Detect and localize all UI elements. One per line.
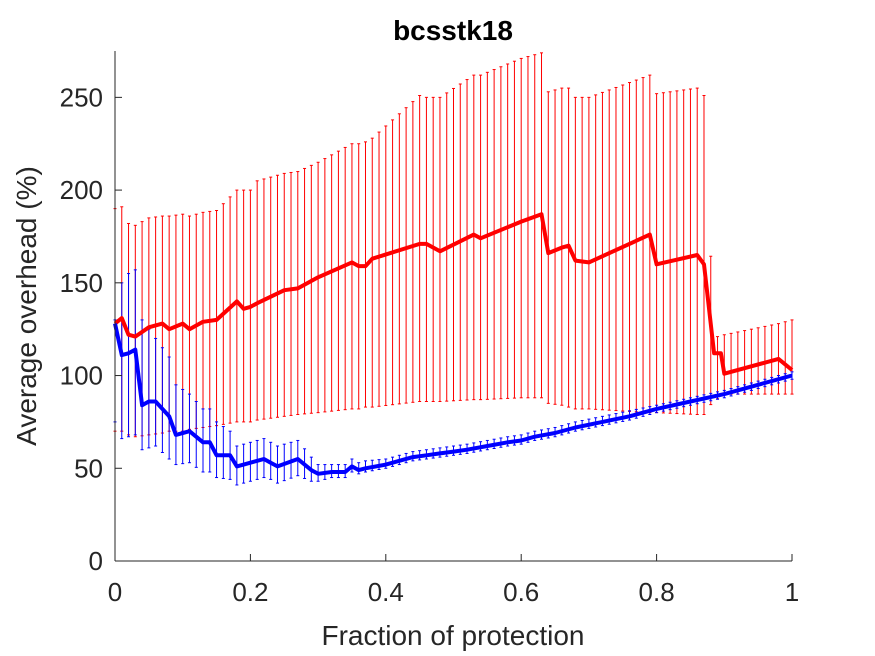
series-lines-layer bbox=[113, 212, 794, 476]
y-tick-label: 200 bbox=[60, 175, 103, 205]
x-tick-label: 0.2 bbox=[232, 577, 268, 607]
axes bbox=[114, 51, 793, 562]
tick-labels: 0 0.2 0.4 0.6 0.8 1 0 50 100 150 200 250 bbox=[60, 82, 800, 607]
y-tick-label: 50 bbox=[74, 453, 103, 483]
y-tick-label: 150 bbox=[60, 268, 103, 298]
x-tick-label: 0.8 bbox=[639, 577, 675, 607]
y-tick-label: 100 bbox=[60, 361, 103, 391]
x-tick-label: 0.6 bbox=[503, 577, 539, 607]
y-tick-label: 250 bbox=[60, 82, 103, 112]
series-line-red bbox=[113, 212, 794, 376]
x-axis-label: Fraction of protection bbox=[321, 620, 584, 651]
x-tick-label: 0 bbox=[108, 577, 122, 607]
series-line-blue bbox=[113, 323, 793, 476]
error-bars-layer bbox=[113, 52, 794, 486]
chart-title: bcsstk18 bbox=[393, 15, 513, 46]
y-axis-label: Average overhead (%) bbox=[11, 166, 42, 446]
x-tick-label: 0.4 bbox=[368, 577, 404, 607]
y-tick-label: 0 bbox=[89, 546, 103, 576]
x-tick-label: 1 bbox=[785, 577, 799, 607]
